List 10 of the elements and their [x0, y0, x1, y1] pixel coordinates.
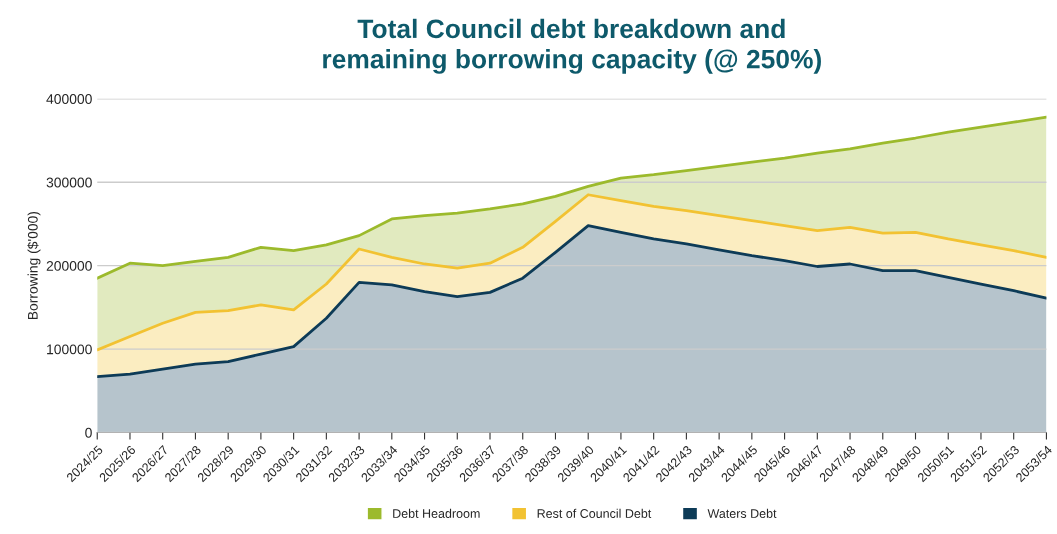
legend-label: Waters Debt [707, 508, 777, 518]
y-tick-label: 0 [85, 427, 92, 438]
y-axis-title: Borrowing ($'000) [27, 211, 41, 320]
y-tick-label: 300000 [46, 177, 92, 188]
y-tick-label: 100000 [47, 344, 92, 355]
chart-title: Total Council debt breakdown and remaining borrowing capacity (@ 250%) [323, 18, 821, 74]
legend-label: Debt Headroom [393, 508, 480, 518]
y-tick-label: 200000 [46, 261, 92, 271]
y-tick-label: 400000 [46, 94, 92, 104]
legend-label: Rest of Council Debt [537, 508, 652, 518]
